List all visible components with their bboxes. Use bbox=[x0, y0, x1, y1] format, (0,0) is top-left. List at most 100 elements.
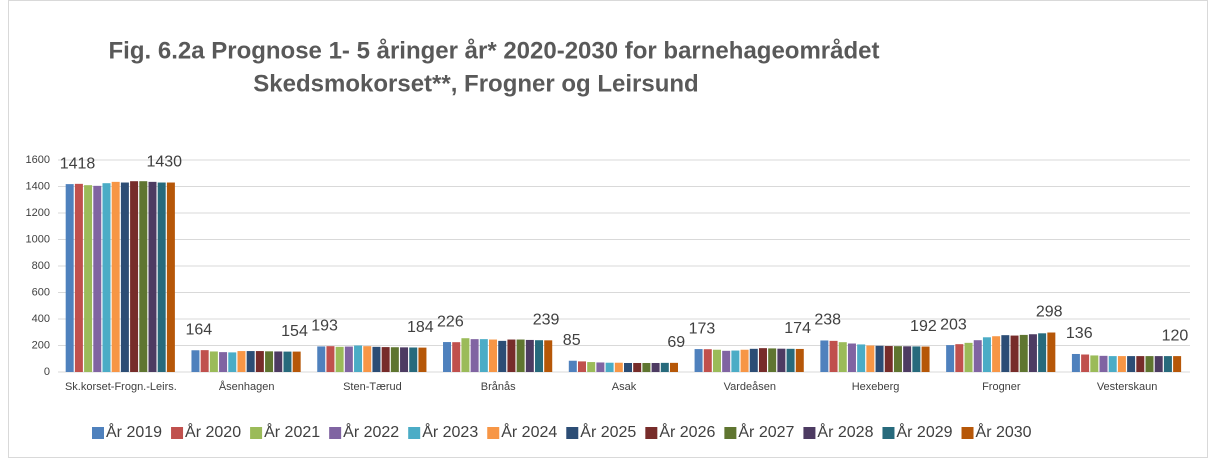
bar bbox=[857, 344, 866, 372]
bar bbox=[642, 362, 651, 372]
y-tick-label: 1400 bbox=[26, 180, 50, 192]
legend-swatch bbox=[92, 427, 104, 439]
data-label: 69 bbox=[667, 334, 685, 351]
bar bbox=[921, 346, 930, 372]
chart-border bbox=[8, 0, 1208, 458]
legend-label: År 2021 bbox=[264, 422, 320, 441]
bar bbox=[120, 182, 129, 372]
bar bbox=[587, 362, 596, 372]
legend-swatch bbox=[961, 427, 974, 439]
x-tick-label: Sk.korset-Frogn.-Leirs. bbox=[65, 381, 177, 393]
bar bbox=[875, 345, 884, 372]
y-tick-label: 400 bbox=[32, 313, 50, 325]
data-label: 193 bbox=[311, 318, 338, 335]
bar bbox=[372, 346, 381, 372]
bar bbox=[148, 181, 157, 372]
bar bbox=[544, 340, 553, 372]
legend-swatch bbox=[250, 427, 263, 439]
legend-swatch bbox=[724, 427, 737, 439]
bar bbox=[1071, 353, 1080, 372]
bar bbox=[139, 181, 148, 372]
bar bbox=[731, 350, 740, 372]
data-label: 298 bbox=[1036, 304, 1063, 321]
bar bbox=[470, 339, 479, 372]
bar bbox=[1047, 332, 1056, 372]
bar bbox=[400, 347, 409, 372]
bar bbox=[166, 182, 175, 372]
bar bbox=[722, 350, 731, 372]
legend-swatch bbox=[566, 427, 579, 439]
legend-label: År 2023 bbox=[422, 422, 478, 441]
bar bbox=[344, 346, 353, 372]
data-label: 226 bbox=[437, 313, 464, 330]
bar bbox=[390, 347, 399, 372]
bar bbox=[219, 352, 228, 372]
bar bbox=[596, 362, 605, 372]
bar bbox=[838, 342, 847, 372]
bar bbox=[1010, 335, 1019, 372]
bar bbox=[130, 181, 139, 372]
bar bbox=[670, 362, 678, 372]
x-tick-label: Vardeåsen bbox=[724, 381, 776, 393]
data-label: 1418 bbox=[60, 155, 96, 172]
data-label: 136 bbox=[1066, 325, 1093, 342]
bar bbox=[157, 182, 166, 372]
bar bbox=[1108, 356, 1117, 372]
bar bbox=[418, 347, 427, 372]
bar bbox=[479, 339, 488, 372]
legend-swatch bbox=[408, 427, 421, 439]
bar bbox=[786, 348, 795, 372]
data-label: 120 bbox=[1162, 327, 1189, 344]
data-label: 192 bbox=[910, 318, 937, 335]
bar bbox=[507, 339, 516, 372]
bar bbox=[568, 360, 577, 372]
data-label: 174 bbox=[784, 320, 811, 337]
bar bbox=[283, 351, 292, 372]
y-tick-label: 800 bbox=[32, 260, 50, 272]
bar bbox=[795, 348, 804, 372]
bar bbox=[292, 351, 301, 372]
legend-swatch bbox=[329, 427, 342, 439]
legend-label: År 2027 bbox=[738, 422, 794, 441]
bar bbox=[1090, 355, 1099, 372]
bar bbox=[884, 346, 893, 372]
bar bbox=[740, 349, 749, 372]
x-tick-label: Vesterskaun bbox=[1097, 381, 1158, 393]
bar bbox=[209, 351, 218, 372]
bar bbox=[335, 346, 344, 372]
bar bbox=[84, 185, 93, 372]
legend-label: År 2029 bbox=[896, 422, 952, 441]
y-tick-label: 1200 bbox=[26, 207, 50, 219]
bar bbox=[102, 183, 111, 372]
legend-label: År 2025 bbox=[580, 422, 636, 441]
bar bbox=[1163, 356, 1172, 372]
bar bbox=[1127, 356, 1136, 372]
bar bbox=[498, 340, 507, 372]
bar bbox=[973, 340, 982, 372]
x-tick-label: Brånås bbox=[481, 381, 516, 393]
bar bbox=[964, 342, 973, 372]
bar bbox=[1038, 333, 1047, 372]
x-tick-label: Hexeberg bbox=[852, 381, 900, 393]
bar bbox=[946, 345, 955, 372]
bar bbox=[903, 346, 912, 372]
bar bbox=[1154, 356, 1163, 372]
y-tick-label: 1600 bbox=[26, 154, 50, 166]
bar bbox=[489, 339, 498, 372]
bar bbox=[694, 349, 703, 372]
bar bbox=[660, 362, 669, 372]
x-tick-label: Sten-Tærud bbox=[343, 381, 402, 393]
bar bbox=[111, 181, 120, 372]
legend-label: År 2026 bbox=[659, 422, 715, 441]
bar bbox=[829, 340, 838, 372]
data-label: 238 bbox=[814, 312, 841, 329]
bar bbox=[578, 361, 586, 372]
bar bbox=[955, 344, 964, 372]
bar bbox=[1145, 356, 1154, 372]
legend-label: År 2024 bbox=[501, 422, 557, 441]
bar bbox=[633, 362, 642, 372]
bar bbox=[624, 362, 632, 372]
legend-swatch bbox=[882, 427, 895, 439]
x-tick-label: Frogner bbox=[982, 381, 1021, 393]
data-label: 164 bbox=[185, 321, 212, 338]
